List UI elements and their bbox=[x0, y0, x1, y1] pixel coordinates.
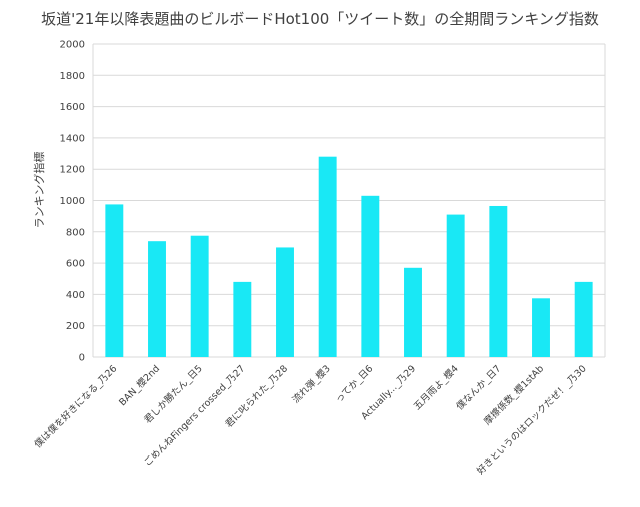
y-tick-label: 1400 bbox=[60, 133, 85, 144]
bar bbox=[276, 247, 294, 357]
category-label: 流れ弾_櫻3 bbox=[290, 363, 333, 406]
y-tick-label: 1600 bbox=[60, 102, 85, 113]
bar bbox=[446, 214, 465, 357]
y-tick-label: 0 bbox=[79, 353, 85, 364]
bar bbox=[190, 235, 209, 357]
category-label: ってか_日6 bbox=[334, 363, 376, 405]
bar bbox=[404, 267, 422, 357]
bar bbox=[233, 281, 252, 357]
y-tick-label: 2000 bbox=[60, 40, 85, 51]
y-tick-labels: 0 200 400 600 800 1000 1200 1400 1600 1800 2000 bbox=[60, 40, 85, 364]
category-labels: 僕は僕を好きになる_乃26BAN_櫻2nd君しか勝たん_日5ごめんねFinger… bbox=[32, 363, 589, 477]
y-tick-label: 200 bbox=[66, 321, 85, 332]
y-tick-label: 800 bbox=[66, 227, 85, 238]
y-tick-label: 1800 bbox=[60, 71, 85, 82]
axes bbox=[92, 44, 606, 357]
bar bbox=[361, 195, 380, 357]
chart-title: 坂道'21年以降表題曲のビルボードHot100「ツイート数」の全期間ランキング指… bbox=[41, 10, 599, 28]
category-label: 五月雨よ_櫻4 bbox=[411, 363, 461, 413]
category-label: 僕は僕を好きになる_乃26 bbox=[32, 363, 120, 451]
y-tick-label: 1000 bbox=[60, 196, 85, 207]
y-tick-label: 400 bbox=[66, 290, 85, 301]
bar bbox=[318, 156, 337, 357]
y-axis-title: ランキング指標 bbox=[32, 152, 46, 229]
category-label: BAN_櫻2nd bbox=[117, 363, 163, 409]
bar bbox=[148, 241, 166, 357]
bar bbox=[532, 298, 550, 357]
gridlines bbox=[93, 43, 605, 358]
bar bbox=[105, 204, 124, 357]
y-tick-label: 600 bbox=[66, 259, 85, 270]
bar bbox=[489, 205, 508, 357]
y-tick-label: 1200 bbox=[60, 165, 85, 176]
bar bbox=[574, 281, 593, 357]
bars bbox=[105, 156, 593, 357]
